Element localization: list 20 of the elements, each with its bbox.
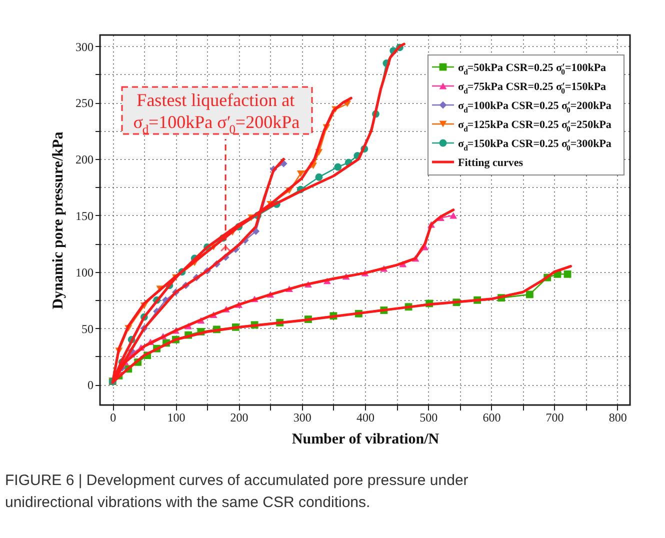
x-tick-label: 200 [230,410,248,424]
caption: FIGURE 6 | Development curves of accumulated pore pressure under unidirectional vibrations with the same CSR conditions. [5,472,468,511]
y-tick-label: 50 [82,322,94,336]
y-tick-label: 200 [76,152,94,167]
legend-label: Fitting curves [458,157,524,169]
x-tick-label: 400 [356,410,374,424]
x-tick-label: 300 [293,410,312,424]
x-tick-label: 500 [420,410,438,424]
x-tick-label: 0 [110,410,116,424]
y-tick-label: 300 [76,40,94,54]
x-tick-label: 600 [482,410,501,424]
x-tick-label: 700 [546,410,564,424]
y-axis-title: Dynamic pore pressure/kPa [50,131,66,310]
y-tick-label: 250 [76,96,94,110]
x-tick-label: 800 [608,410,627,424]
x-axis-title: Number of vibration/N [292,432,440,448]
y-tick-label: 100 [76,265,94,280]
x-tick-label: 100 [167,410,186,424]
y-tick-label: 0 [88,378,94,392]
y-tick-label: 150 [76,208,94,223]
